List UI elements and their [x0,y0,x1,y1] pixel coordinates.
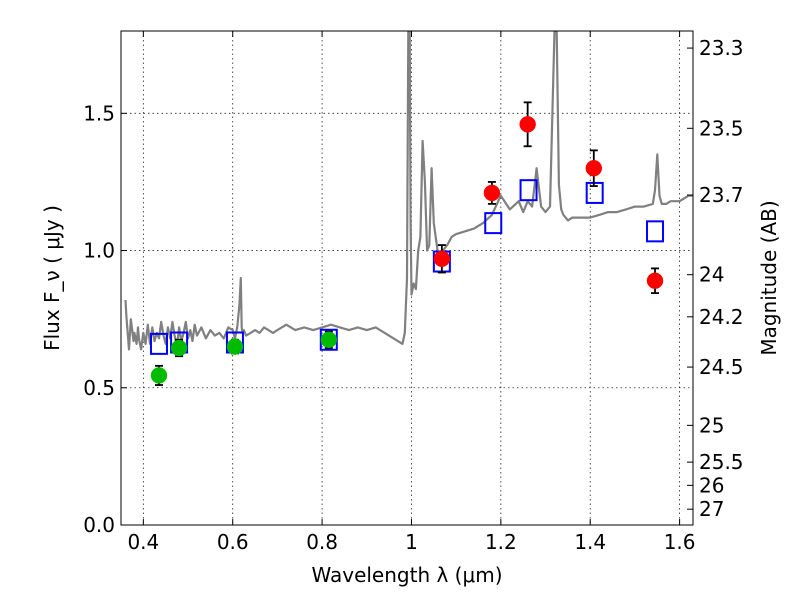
mag-tick-label: 23.5 [699,116,744,140]
marker-layer [149,101,665,386]
line-layer [124,31,693,351]
optical-data-point [226,338,244,355]
x-tick-label: 0.4 [127,530,159,554]
y-tick-label: 1.5 [83,101,115,125]
x-tick-label: 0.6 [217,530,249,554]
optical-data-point [150,367,168,384]
nir-data-point [433,250,451,268]
nir-data-point [483,184,501,202]
plot-frame [120,30,694,526]
x-tick-label: 1.2 [485,530,517,554]
mag-tick-label: 27 [699,497,724,521]
x-tick-label: 0.8 [306,530,338,554]
optical-data-point [170,339,188,357]
x-axis-label: Wavelength λ (μm) [311,563,502,587]
right-axis-label: Magnitude (AB) [757,200,781,355]
nir-data-point [519,116,536,133]
x-tick-label: 1 [405,530,418,554]
optical-data-point [320,331,338,348]
mag-tick-label: 24.2 [699,305,744,329]
model-photometry-square [519,179,538,202]
mag-tick-label: 23.3 [699,36,744,60]
x-tick-label: 1.6 [664,530,696,554]
mag-tick-label: 26 [699,473,724,497]
y-tick-label: 0.5 [83,376,115,400]
model-photometry-square [149,332,168,355]
model-photometry-square [484,212,503,235]
mag-tick-label: 25 [699,413,724,437]
model-photometry-square [646,220,665,243]
x-tick-label: 1.4 [574,530,606,554]
mag-tick-label: 24.5 [699,355,744,379]
y-tick-label: 1.0 [83,239,115,263]
mag-tick-label: 24 [699,263,724,287]
model-spectrum-line [124,31,693,351]
y-tick-label: 0.0 [83,513,115,537]
nir-data-point [646,272,664,289]
y-axis-label: Flux F_ν ( μJy ) [40,205,64,351]
nir-data-point [585,159,603,177]
mag-tick-label: 23.7 [699,183,744,207]
tick-layer: 0.4 0.6 0.8 1 1.2 1.4 1.6 0.0 0.5 1.0 1.5 23.3 23.5 2… [83,31,744,554]
mag-tick-label: 25.5 [699,450,744,474]
